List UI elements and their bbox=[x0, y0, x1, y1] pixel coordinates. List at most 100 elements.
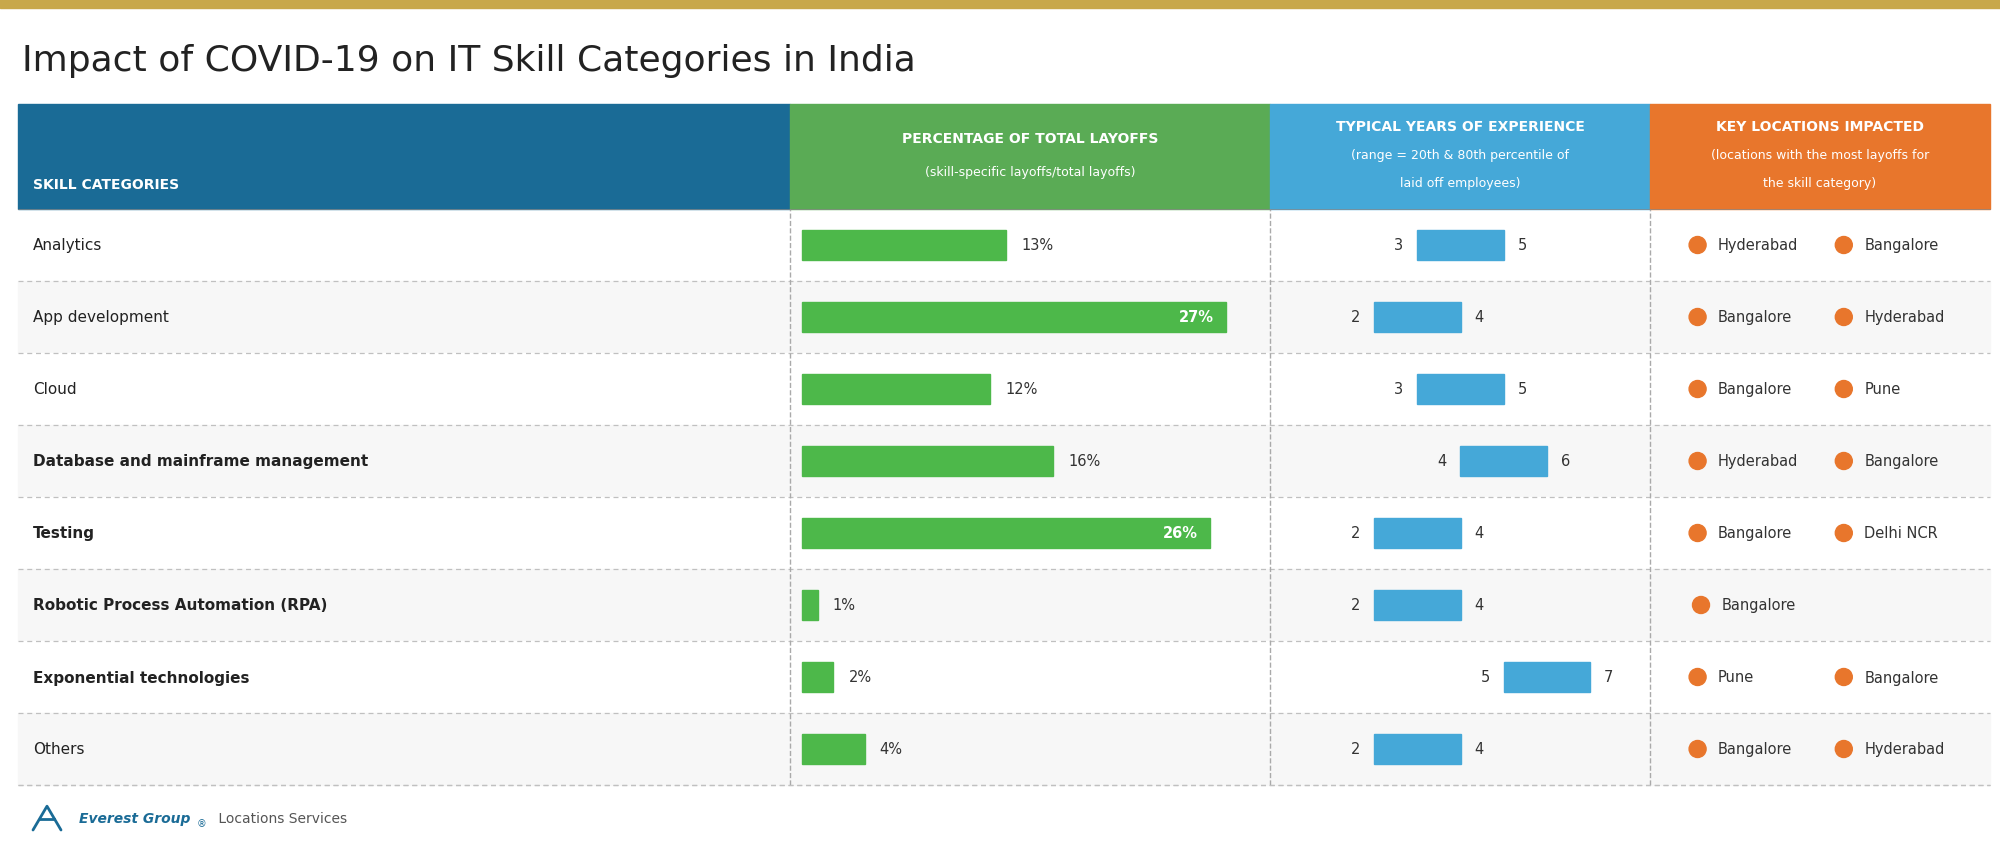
Text: 2: 2 bbox=[1350, 598, 1360, 613]
Bar bbox=[802, 590, 818, 621]
Text: 12%: 12% bbox=[1006, 382, 1038, 397]
Bar bbox=[18, 498, 1990, 569]
Bar bbox=[18, 425, 1990, 498]
Text: Hyderabad: Hyderabad bbox=[1864, 310, 1944, 325]
Text: Bangalore: Bangalore bbox=[1864, 454, 1938, 469]
Text: Cloud: Cloud bbox=[32, 382, 76, 397]
Bar bbox=[0, 0, 2000, 9]
Text: 2: 2 bbox=[1350, 310, 1360, 325]
Text: Analytics: Analytics bbox=[32, 238, 102, 253]
Bar bbox=[802, 734, 864, 765]
Text: 16%: 16% bbox=[1068, 454, 1100, 469]
Bar bbox=[1650, 105, 1990, 210]
Text: Delhi NCR: Delhi NCR bbox=[1864, 526, 1938, 541]
Bar bbox=[18, 713, 1990, 785]
Text: Robotic Process Automation (RPA): Robotic Process Automation (RPA) bbox=[32, 598, 328, 613]
Circle shape bbox=[1690, 309, 1706, 326]
Text: 2: 2 bbox=[1350, 526, 1360, 541]
Text: Hyderabad: Hyderabad bbox=[1718, 238, 1798, 253]
Text: (locations with the most layoffs for: (locations with the most layoffs for bbox=[1710, 149, 1930, 162]
Circle shape bbox=[1690, 381, 1706, 398]
Text: Hyderabad: Hyderabad bbox=[1718, 454, 1798, 469]
Bar bbox=[802, 662, 834, 692]
Text: laid off employees): laid off employees) bbox=[1400, 177, 1520, 189]
Circle shape bbox=[1690, 238, 1706, 254]
Bar bbox=[1418, 231, 1504, 261]
Text: Exponential technologies: Exponential technologies bbox=[32, 670, 250, 684]
Text: Bangalore: Bangalore bbox=[1864, 670, 1938, 684]
Text: 5: 5 bbox=[1518, 382, 1526, 397]
Text: (skill-specific layoffs/total layoffs): (skill-specific layoffs/total layoffs) bbox=[924, 166, 1136, 179]
Circle shape bbox=[1836, 453, 1852, 470]
Bar bbox=[1374, 302, 1460, 332]
Text: 2: 2 bbox=[1350, 741, 1360, 757]
Circle shape bbox=[1836, 669, 1852, 685]
Bar bbox=[18, 569, 1990, 641]
Circle shape bbox=[1690, 740, 1706, 758]
Text: Bangalore: Bangalore bbox=[1718, 526, 1792, 541]
Text: 4%: 4% bbox=[880, 741, 902, 757]
Text: Bangalore: Bangalore bbox=[1718, 741, 1792, 757]
Circle shape bbox=[1836, 238, 1852, 254]
Text: Bangalore: Bangalore bbox=[1864, 238, 1938, 253]
Bar bbox=[1374, 590, 1460, 621]
Circle shape bbox=[1690, 453, 1706, 470]
Text: 6: 6 bbox=[1560, 454, 1570, 469]
Text: 5: 5 bbox=[1518, 238, 1526, 253]
Text: 3: 3 bbox=[1394, 238, 1404, 253]
Circle shape bbox=[1690, 669, 1706, 685]
Bar bbox=[18, 210, 1990, 282]
Text: 27%: 27% bbox=[1178, 310, 1214, 325]
Text: Everest Group: Everest Group bbox=[80, 811, 190, 826]
Text: 26%: 26% bbox=[1162, 526, 1198, 541]
Text: Locations Services: Locations Services bbox=[214, 811, 348, 826]
Text: 4: 4 bbox=[1474, 741, 1484, 757]
Bar bbox=[1460, 446, 1546, 477]
Text: Bangalore: Bangalore bbox=[1718, 310, 1792, 325]
Bar bbox=[1418, 375, 1504, 405]
Circle shape bbox=[1836, 525, 1852, 542]
Bar bbox=[790, 105, 1270, 210]
Text: Bangalore: Bangalore bbox=[1718, 382, 1792, 397]
Bar bbox=[1504, 662, 1590, 692]
Circle shape bbox=[1836, 381, 1852, 398]
Text: SKILL CATEGORIES: SKILL CATEGORIES bbox=[32, 177, 180, 192]
Text: PERCENTAGE OF TOTAL LAYOFFS: PERCENTAGE OF TOTAL LAYOFFS bbox=[902, 133, 1158, 146]
Bar bbox=[1374, 518, 1460, 548]
Bar bbox=[18, 354, 1990, 425]
Text: 2%: 2% bbox=[848, 670, 872, 684]
Circle shape bbox=[1836, 740, 1852, 758]
Text: TYPICAL YEARS OF EXPERIENCE: TYPICAL YEARS OF EXPERIENCE bbox=[1336, 121, 1584, 134]
Bar bbox=[18, 105, 790, 210]
Text: 3: 3 bbox=[1394, 382, 1404, 397]
Text: (range = 20th & 80th percentile of: (range = 20th & 80th percentile of bbox=[1352, 149, 1568, 162]
Bar bbox=[1270, 105, 1650, 210]
Text: App development: App development bbox=[32, 310, 168, 325]
Text: Hyderabad: Hyderabad bbox=[1864, 741, 1944, 757]
Bar bbox=[802, 302, 1226, 332]
Text: 4: 4 bbox=[1474, 310, 1484, 325]
Text: ®: ® bbox=[196, 818, 206, 828]
Text: Database and mainframe management: Database and mainframe management bbox=[32, 454, 368, 469]
Bar bbox=[18, 282, 1990, 354]
Text: the skill category): the skill category) bbox=[1764, 177, 1876, 189]
Bar bbox=[18, 641, 1990, 713]
Text: Pune: Pune bbox=[1718, 670, 1754, 684]
Bar bbox=[1374, 734, 1460, 765]
Text: KEY LOCATIONS IMPACTED: KEY LOCATIONS IMPACTED bbox=[1716, 121, 1924, 134]
Text: Testing: Testing bbox=[32, 526, 96, 541]
Circle shape bbox=[1692, 597, 1710, 614]
Text: 13%: 13% bbox=[1020, 238, 1054, 253]
Text: Others: Others bbox=[32, 741, 84, 757]
Text: Impact of COVID-19 on IT Skill Categories in India: Impact of COVID-19 on IT Skill Categorie… bbox=[22, 44, 916, 77]
Text: 7: 7 bbox=[1604, 670, 1614, 684]
Text: 4: 4 bbox=[1474, 526, 1484, 541]
Bar bbox=[802, 375, 990, 405]
Text: 5: 5 bbox=[1480, 670, 1490, 684]
Circle shape bbox=[1836, 309, 1852, 326]
Text: 1%: 1% bbox=[832, 598, 856, 613]
Bar bbox=[802, 231, 1006, 261]
Bar bbox=[802, 446, 1054, 477]
Circle shape bbox=[1690, 525, 1706, 542]
Text: Bangalore: Bangalore bbox=[1722, 598, 1796, 613]
